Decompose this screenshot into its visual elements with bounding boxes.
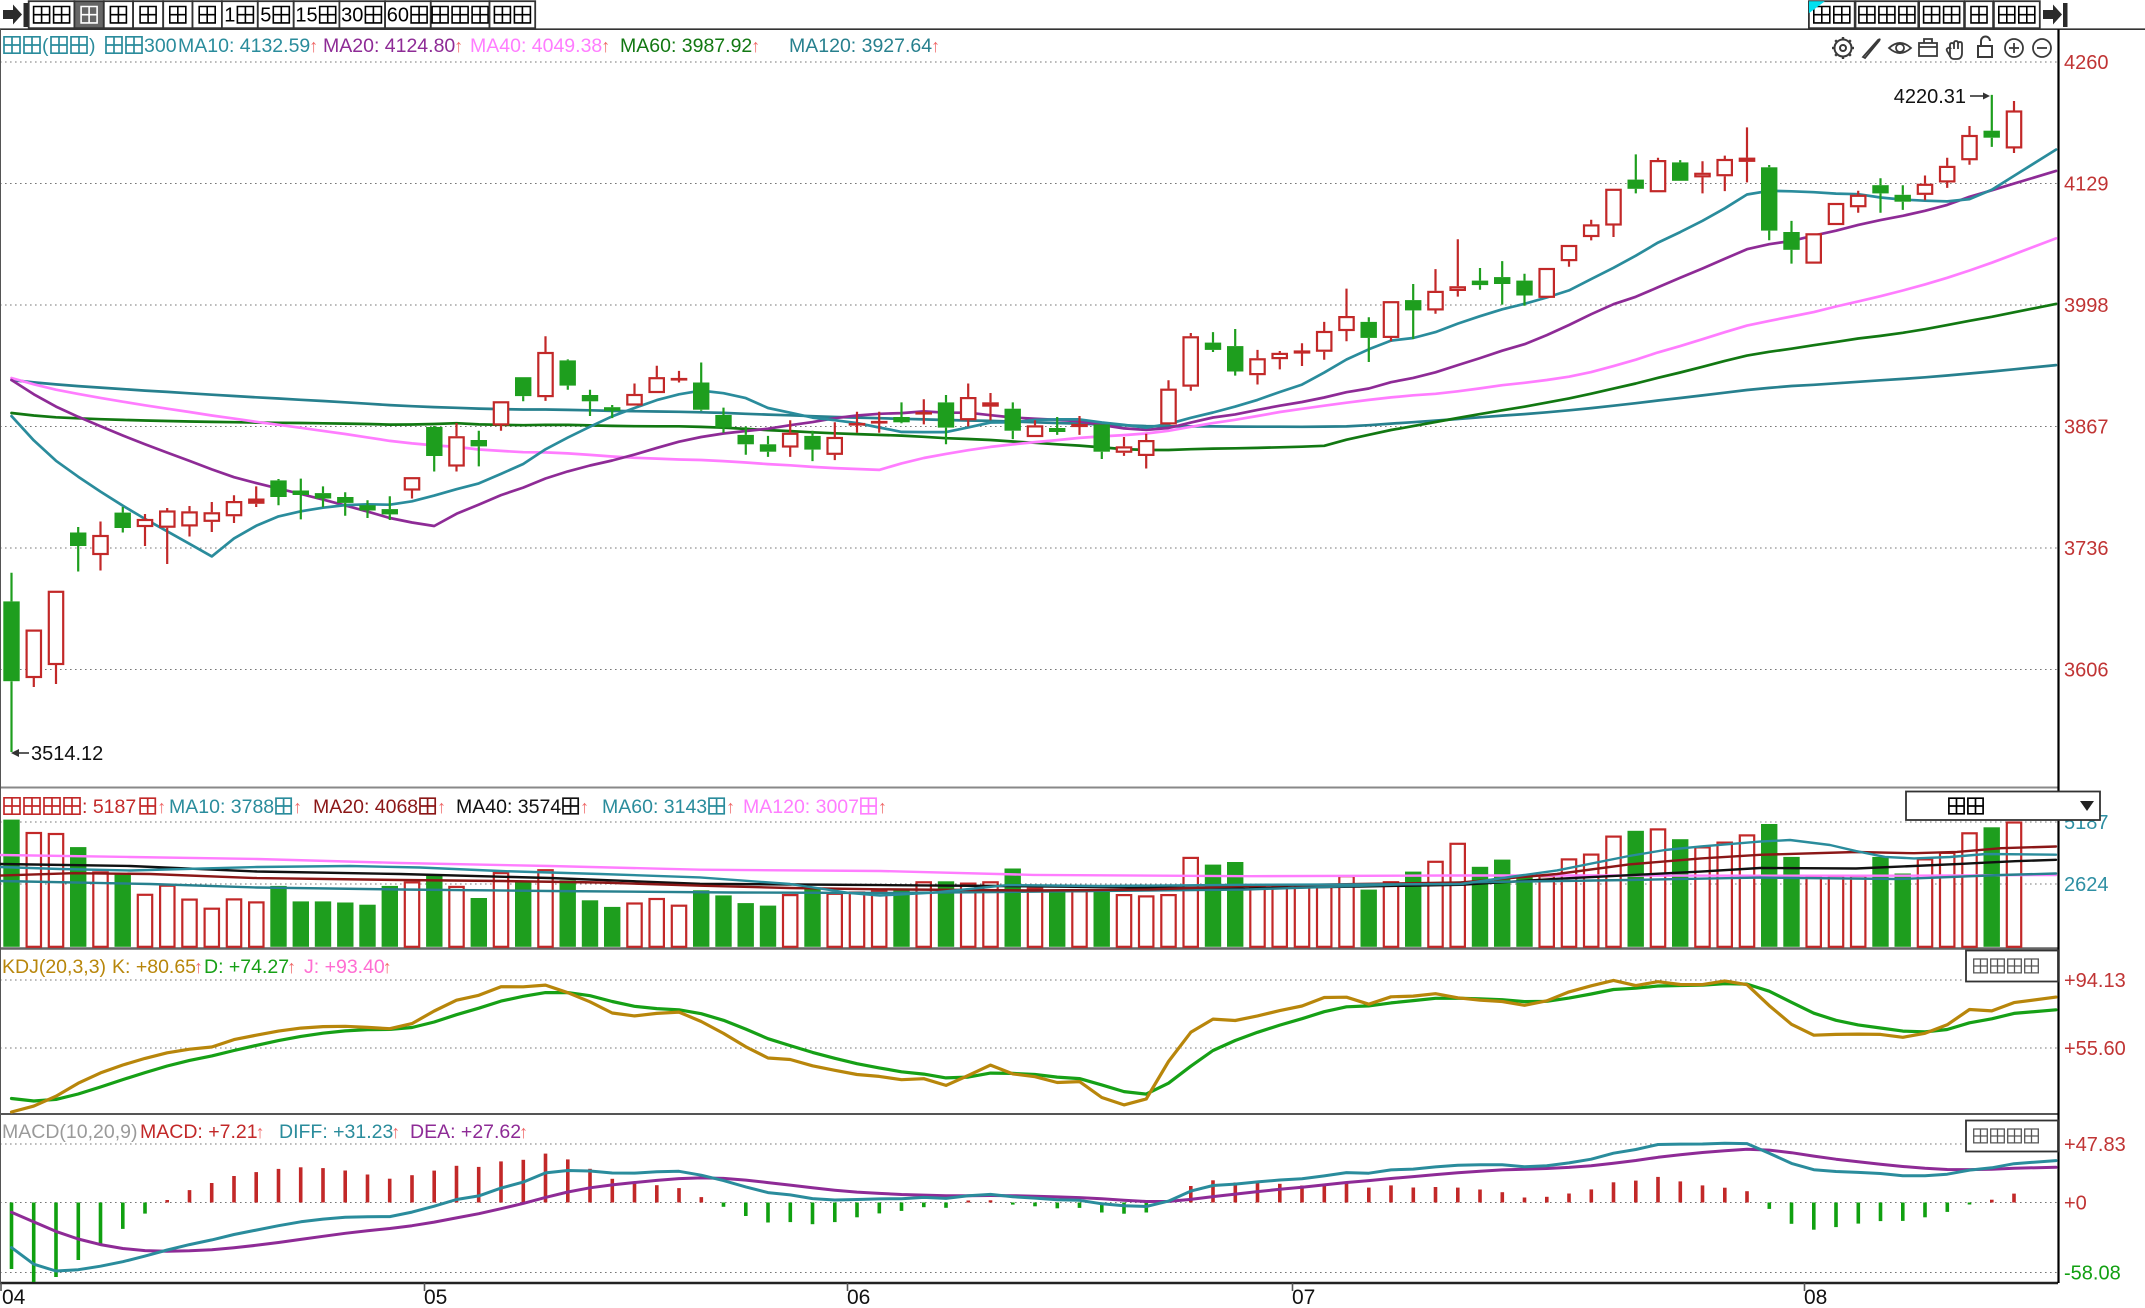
svg-text:MA60: 3143: MA60: 3143 [602, 796, 707, 818]
svg-text:MA10: 3788: MA10: 3788 [169, 796, 274, 818]
svg-text:3736: 3736 [2064, 538, 2109, 560]
svg-text:3867: 3867 [2064, 417, 2109, 439]
svg-text:↑: ↑ [391, 1122, 400, 1142]
svg-text:↑: ↑ [931, 36, 940, 56]
svg-text:K: +80.65: K: +80.65 [112, 956, 196, 978]
svg-text:↑: ↑ [293, 797, 302, 817]
svg-text:15: 15 [295, 5, 317, 27]
svg-text:MA120: 3927.64: MA120: 3927.64 [789, 35, 932, 57]
svg-text:MA10: 4132.59: MA10: 4132.59 [178, 35, 310, 57]
svg-text:06: 06 [847, 1286, 870, 1308]
svg-text:3998: 3998 [2064, 295, 2109, 317]
svg-text:↑: ↑ [383, 957, 392, 977]
svg-text:↑: ↑ [878, 797, 887, 817]
svg-text:1: 1 [224, 5, 235, 27]
svg-text:↑: ↑ [437, 797, 446, 817]
svg-text:30: 30 [341, 5, 363, 27]
svg-text:05: 05 [424, 1286, 447, 1308]
svg-text:MA40: 3574: MA40: 3574 [456, 796, 561, 818]
svg-text:3606: 3606 [2064, 660, 2109, 682]
svg-text:↑: ↑ [726, 797, 735, 817]
svg-text:↑: ↑ [601, 36, 610, 56]
svg-text:↑: ↑ [519, 1122, 528, 1142]
svg-text:+94.13: +94.13 [2064, 970, 2126, 992]
svg-text:MA120: 3007: MA120: 3007 [743, 796, 859, 818]
svg-text:+0: +0 [2064, 1193, 2087, 1215]
svg-text:DEA: +27.62: DEA: +27.62 [410, 1121, 521, 1143]
svg-text:3514.12: 3514.12 [31, 743, 103, 765]
svg-text:KDJ(20,3,3): KDJ(20,3,3) [2, 956, 106, 978]
svg-text:+55.60: +55.60 [2064, 1038, 2126, 1060]
svg-text:: 5187: : 5187 [82, 796, 136, 818]
svg-text:D: +74.27: D: +74.27 [204, 956, 289, 978]
svg-text:J: +93.40: J: +93.40 [304, 956, 385, 978]
svg-text:↑: ↑ [580, 797, 589, 817]
svg-text:60: 60 [387, 5, 409, 27]
svg-text:↑: ↑ [194, 957, 203, 977]
svg-text:MACD(10,20,9): MACD(10,20,9) [2, 1121, 137, 1143]
svg-text:↑: ↑ [751, 36, 760, 56]
svg-text:+47.83: +47.83 [2064, 1134, 2126, 1156]
svg-text:5: 5 [260, 5, 271, 27]
svg-text:↑: ↑ [287, 957, 296, 977]
svg-text:↑: ↑ [454, 36, 463, 56]
svg-text:04: 04 [2, 1286, 26, 1308]
svg-text:↑: ↑ [256, 1122, 265, 1142]
svg-text:07: 07 [1292, 1286, 1315, 1308]
svg-text:↑: ↑ [157, 797, 166, 817]
svg-text:MA20: 4124.80: MA20: 4124.80 [323, 35, 455, 57]
svg-text:2624: 2624 [2064, 874, 2109, 896]
svg-text:↑: ↑ [309, 36, 318, 56]
svg-text:MA20: 4068: MA20: 4068 [313, 796, 418, 818]
svg-text:-58.08: -58.08 [2064, 1263, 2121, 1285]
svg-text:4129: 4129 [2064, 174, 2109, 196]
svg-text:300: 300 [144, 35, 177, 57]
svg-text:4220.31: 4220.31 [1894, 86, 1966, 108]
svg-text:MA40: 4049.38: MA40: 4049.38 [470, 35, 602, 57]
svg-text:08: 08 [1804, 1286, 1827, 1308]
svg-text:): ) [89, 35, 96, 57]
svg-text:MA60: 3987.92: MA60: 3987.92 [620, 35, 752, 57]
svg-text:(: ( [42, 35, 49, 57]
svg-text:DIFF: +31.23: DIFF: +31.23 [279, 1121, 393, 1143]
svg-text:4260: 4260 [2064, 52, 2109, 74]
svg-text:MACD: +7.21: MACD: +7.21 [140, 1121, 258, 1143]
